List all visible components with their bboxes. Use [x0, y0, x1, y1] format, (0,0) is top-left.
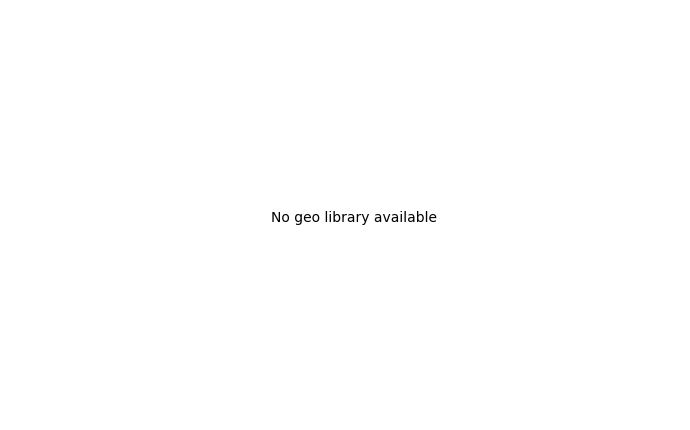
Text: No geo library available: No geo library available — [270, 210, 437, 224]
